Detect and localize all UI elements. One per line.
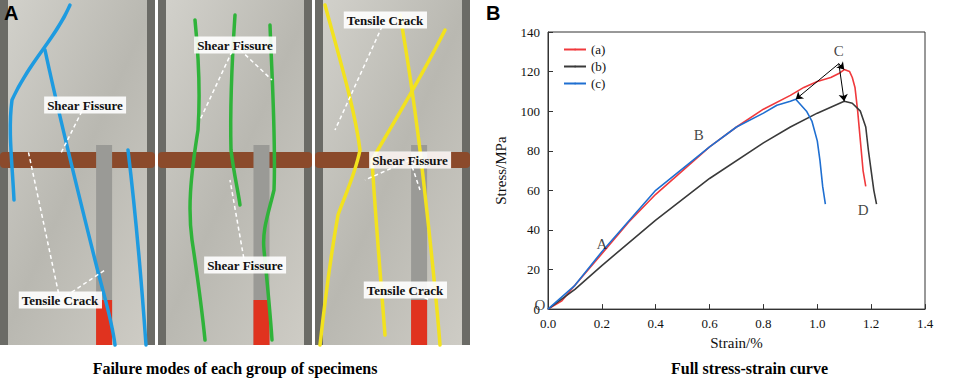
html-text:A: A	[4, 2, 19, 24]
svg-text:(a): (a)	[591, 42, 605, 57]
svg-text:Shear Fissure: Shear Fissure	[197, 38, 273, 53]
svg-text:0.4: 0.4	[648, 316, 665, 331]
svg-text:Tensile Crack: Tensile Crack	[367, 283, 444, 298]
svg-text:1.2: 1.2	[863, 316, 879, 331]
html-text:Failure modes of each group of: Failure modes of each group of specimens	[92, 360, 378, 377]
svg-text:0.2: 0.2	[594, 316, 610, 331]
svg-text:D: D	[858, 202, 869, 218]
svg-text:0.0: 0.0	[540, 316, 556, 331]
svg-text:140: 140	[521, 25, 541, 40]
html-text:B: B	[486, 2, 501, 24]
svg-text:Shear Fissure: Shear Fissure	[47, 98, 123, 113]
svg-text:A: A	[596, 236, 607, 252]
svg-text:Tensile Crack: Tensile Crack	[347, 13, 424, 28]
svg-text:1.0: 1.0	[809, 316, 825, 331]
svg-text:Shear Fissure: Shear Fissure	[207, 258, 283, 273]
html-text:Full stress-strain curve: Full stress-strain curve	[671, 360, 828, 377]
svg-text:40: 40	[527, 222, 540, 237]
svg-text:20: 20	[527, 262, 540, 277]
svg-text:(c): (c)	[591, 76, 605, 91]
svg-text:100: 100	[521, 104, 541, 119]
svg-text:120: 120	[521, 64, 541, 79]
svg-text:B: B	[694, 127, 704, 143]
svg-text:1.4: 1.4	[917, 316, 934, 331]
svg-text:Stress/MPa: Stress/MPa	[493, 136, 509, 205]
svg-text:Shear Fissure: Shear Fissure	[372, 153, 448, 168]
svg-text:0.6: 0.6	[701, 316, 718, 331]
svg-text:C: C	[834, 43, 844, 59]
svg-text:Strain/%: Strain/%	[710, 335, 763, 351]
svg-text:O: O	[534, 297, 545, 313]
svg-text:0.8: 0.8	[755, 316, 771, 331]
svg-text:80: 80	[527, 143, 540, 158]
svg-text:Tensile Crack: Tensile Crack	[22, 293, 99, 308]
svg-text:(b): (b)	[591, 59, 606, 74]
svg-text:60: 60	[527, 183, 540, 198]
